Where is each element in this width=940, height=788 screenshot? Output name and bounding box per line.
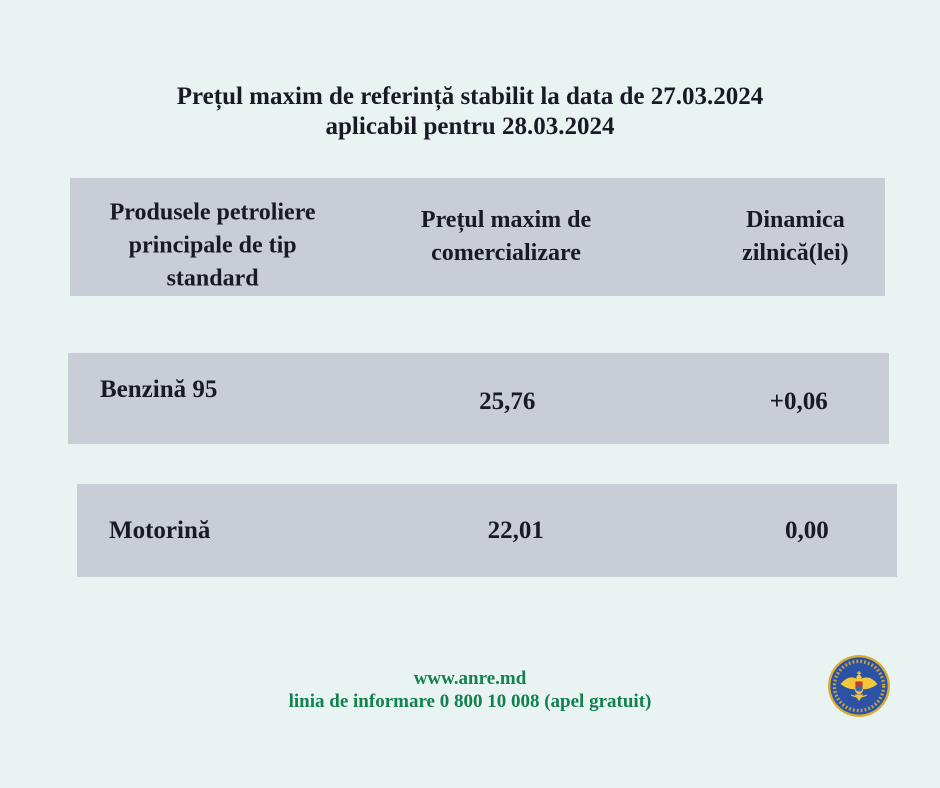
header-products-line-2: principale de tip	[128, 232, 297, 259]
header-products-line-1: Produsele petroliere	[109, 199, 316, 226]
table-row-benzina-95: Benzină 95 25,76 +0,06	[68, 353, 889, 444]
website-url: www.anre.md	[413, 668, 527, 689]
price-dynamic: 0,00	[784, 516, 829, 544]
price-dynamic: +0,06	[769, 387, 828, 415]
header-max-price-line-2: comercializare	[431, 240, 581, 266]
info-line: linia de informare 0 800 10 008 (apel gr…	[288, 691, 652, 712]
product-name: Motorină	[109, 516, 211, 544]
title-line-2: aplicabil pentru 28.03.2024	[325, 113, 615, 140]
table-row-motorina: Motorină 22,01 0,00	[77, 484, 897, 577]
header-max-price-line-1: Prețul maxim de	[420, 207, 592, 233]
footer: www.anre.md linia de informare 0 800 10 …	[0, 667, 940, 713]
header-daily-dynamic: Dinamica zilnică(lei)	[710, 204, 881, 270]
header-products: Produsele petroliere principale de tip s…	[86, 197, 339, 296]
product-price: 25,76	[479, 387, 536, 415]
header-max-price: Prețul maxim de comercializare	[343, 204, 669, 270]
header-daily-dynamic-line-2: zilnică(lei)	[742, 240, 849, 266]
shield-icon	[855, 681, 863, 692]
title-line-1: Prețul maxim de referință stabilit la da…	[176, 83, 764, 110]
product-name: Benzină 95	[100, 375, 218, 403]
anre-moldova-seal-logo	[828, 655, 890, 717]
page-title: Prețul maxim de referință stabilit la da…	[0, 82, 940, 142]
product-price: 22,01	[487, 516, 544, 544]
header-products-line-3: standard	[166, 265, 259, 292]
header-daily-dynamic-line-1: Dinamica	[746, 207, 845, 233]
table-header-row: Produsele petroliere principale de tip s…	[70, 178, 885, 296]
